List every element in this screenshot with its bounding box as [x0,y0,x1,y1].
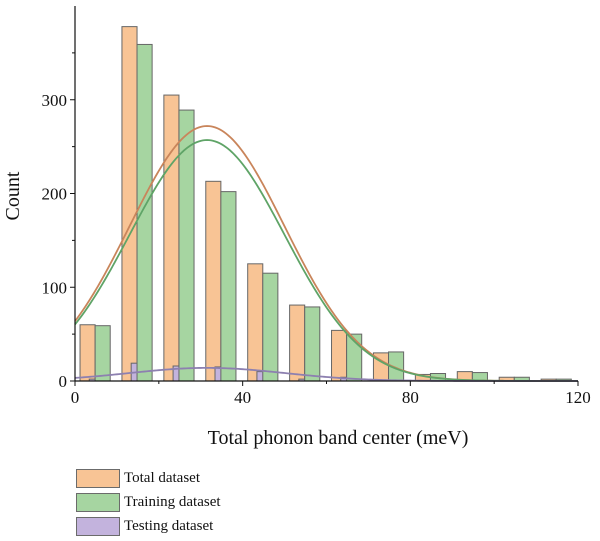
y-axis-label: Count [2,171,24,220]
legend-swatch-training [76,492,120,512]
bar-total [79,324,96,382]
y-tick-label: 200 [42,185,68,204]
axes: 0 100 200 300 0 40 80 120 [42,6,591,407]
bar-total [247,263,264,382]
x-tick-label: 120 [565,388,591,407]
legend-item-total: Total dataset [76,466,221,490]
x-tick-label: 0 [71,388,80,407]
training-dataset-bars [94,43,572,382]
bar-total [121,26,138,382]
x-axis-label: Total phonon band center (meV) [208,427,469,449]
bar-training [304,306,321,382]
bar-total [205,180,222,382]
bar-training [178,109,195,382]
bar-training [220,191,237,382]
legend-swatch-total [76,468,120,488]
bar-training [136,43,153,382]
y-tick-label: 100 [42,278,68,297]
bar-training [262,272,279,382]
legend-label-total: Total dataset [124,469,201,486]
legend-swatch-testing [76,516,120,536]
x-tick-label: 40 [234,388,251,407]
bar-total [331,329,348,382]
phonon-histogram-chart: 0 100 200 300 0 40 80 120 Count Total phonon ba… [2,6,591,449]
legend-label-training: Training dataset [124,493,221,510]
y-tick-label: 300 [42,91,68,110]
legend: Total dataset Training dataset Testing d… [76,466,221,538]
bar-total [163,94,180,382]
legend-item-testing: Testing dataset [76,514,221,538]
y-tick-label: 0 [59,372,68,391]
x-tick-label: 80 [402,388,419,407]
bar-training [94,325,111,382]
legend-label-testing: Testing dataset [124,517,214,534]
bar-total [289,304,306,382]
legend-item-training: Training dataset [76,490,221,514]
